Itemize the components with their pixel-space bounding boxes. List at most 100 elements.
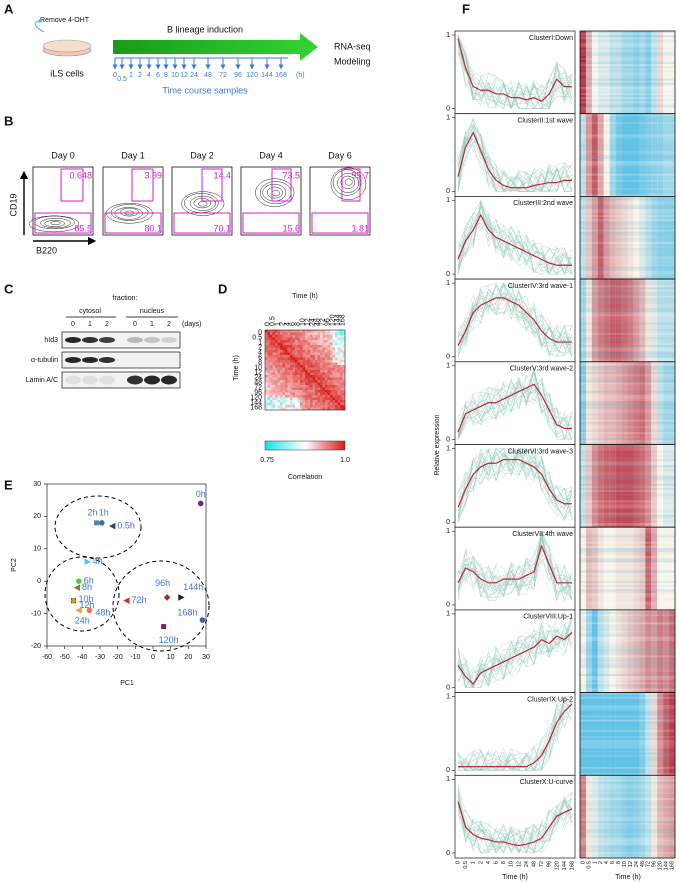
heatmap-column: [633, 527, 640, 610]
heatmap-cell: [305, 385, 308, 388]
heatmap-texture: [580, 107, 675, 110]
heatmap-cell: [315, 345, 318, 348]
heatmap-texture: [580, 616, 675, 618]
heatmap-texture: [580, 343, 675, 346]
heatmap-column: [621, 692, 628, 776]
heatmap-texture: [580, 328, 675, 331]
heatmap-cell: [302, 340, 306, 343]
heatmap-texture: [580, 130, 675, 133]
heatmap-cell: [295, 337, 298, 341]
heatmap-cell: [317, 382, 321, 386]
heatmap-cell: [327, 380, 331, 383]
time-unit: (h): [296, 72, 305, 79]
heatmap-cell: [332, 407, 336, 411]
band: [127, 375, 143, 385]
heatmap-cell: [332, 385, 336, 388]
point-label: 24h: [75, 616, 90, 626]
heatmap-cell: [295, 372, 298, 376]
heatmap-cell: [277, 372, 281, 376]
heatmap-texture: [580, 793, 675, 796]
heatmap-texture: [580, 436, 675, 439]
gene-trace: [457, 539, 573, 601]
time-label: 10: [254, 364, 262, 371]
heatmap-cell: [282, 387, 286, 391]
heatmap-cell: [295, 375, 298, 378]
heatmap-cell: [335, 355, 338, 358]
heatmap-cell: [315, 385, 318, 388]
heatmap-cell: [270, 372, 273, 376]
time-label: 10: [171, 72, 179, 79]
heatmap-cell: [317, 360, 321, 363]
heatmap-texture: [580, 184, 675, 186]
heatmap-cell: [292, 377, 296, 381]
heatmap-texture: [580, 295, 675, 298]
heatmap-texture: [580, 113, 675, 116]
heatmap-cell: [325, 405, 328, 408]
heatmap-texture: [580, 482, 675, 484]
heatmap-cell: [282, 370, 286, 373]
heatmap-texture: [580, 473, 675, 476]
heatmap-texture: [580, 456, 675, 459]
contour: [255, 178, 295, 207]
heatmap-cell: [317, 395, 321, 398]
heatmap-texture: [580, 721, 675, 724]
time-label: 96: [652, 861, 658, 867]
heatmap-texture: [580, 800, 675, 802]
heatmap-cell: [340, 395, 343, 398]
heatmap-cell: [332, 382, 336, 386]
contour: [330, 167, 367, 201]
heatmap-texture: [580, 370, 675, 372]
contour: [266, 186, 283, 199]
heatmap-cell: [270, 355, 273, 358]
heatmap-cell: [312, 367, 316, 371]
heatmap-cell: [335, 377, 338, 381]
heatmap-texture: [580, 831, 675, 834]
heatmap-column: [597, 361, 604, 445]
heatmap-texture: [580, 514, 675, 517]
heatmap-column: [651, 196, 658, 280]
heatmap-texture: [580, 119, 675, 122]
heatmap-cell: [325, 345, 328, 348]
heatmap-cell: [332, 335, 336, 338]
heatmap-cell: [287, 395, 291, 398]
heatmap-cell: [272, 397, 276, 401]
heatmap-cell: [300, 400, 303, 403]
heatmap-cell: [310, 367, 313, 371]
heatmap-cell: [320, 335, 323, 338]
heatmap-cell: [290, 335, 293, 338]
heatmap-cell: [332, 347, 336, 351]
heatmap-cell: [312, 387, 316, 391]
heatmap-texture: [580, 591, 675, 594]
heatmap-texture: [580, 357, 675, 360]
heatmap-cell: [292, 365, 296, 368]
heatmap-cell: [267, 377, 271, 381]
heatmap-cell: [280, 330, 283, 333]
point-label: 48h: [95, 608, 110, 618]
heatmap-texture: [580, 403, 675, 406]
heatmap-cell: [272, 402, 276, 406]
heatmap-cell: [317, 332, 321, 336]
group-label: cytosol: [79, 308, 101, 315]
heatmap-texture: [580, 179, 675, 182]
heatmap-texture: [580, 49, 675, 52]
heatmap-texture: [580, 698, 675, 701]
heatmap-cell: [335, 362, 338, 366]
time-label: 168: [569, 861, 575, 870]
heatmap-cell: [322, 395, 326, 398]
heatmap-cell: [277, 345, 281, 348]
heatmap-cell: [295, 335, 298, 338]
heatmap-texture: [580, 390, 675, 393]
heatmap-column: [615, 775, 622, 858]
heatmap-cell: [265, 375, 268, 378]
heatmap-texture: [580, 631, 675, 633]
heatmap-column: [603, 609, 610, 693]
heatmap-cell: [327, 340, 331, 343]
heatmap-cell: [297, 347, 301, 351]
heatmap-cell: [267, 350, 271, 353]
y-tick-label: 1: [446, 693, 450, 700]
contour: [119, 207, 139, 217]
heatmap-texture: [580, 117, 675, 120]
heatmap-cell: [275, 392, 278, 396]
heatmap-cell: [320, 355, 323, 358]
heatmap-cell: [327, 387, 331, 391]
